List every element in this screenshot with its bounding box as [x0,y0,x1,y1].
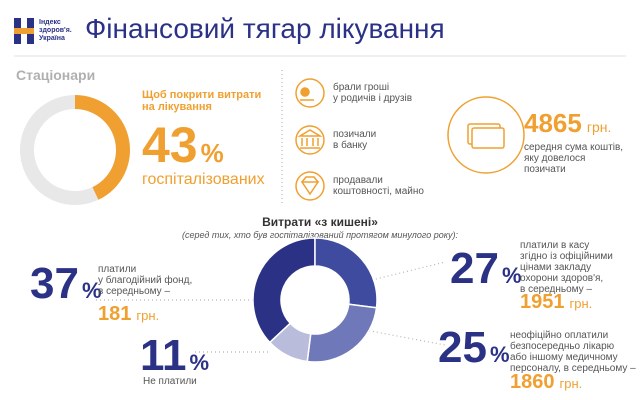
source-text: продавали [333,175,383,186]
logo-text: Україна [39,35,65,42]
section-subtitle: (серед тих, хто був госпіталізований про… [182,230,458,240]
segment-text: у благодійний фонд, [98,274,192,286]
hospital-percent: 43% [142,117,224,173]
amount-value: 1951 [520,291,565,313]
segment-text: цінами закладу [520,262,591,273]
amount-value: 4865 [524,108,582,138]
amount-value: 181 [98,303,131,325]
average-caption: позичати [524,164,566,175]
segment-percent: 27% [450,244,522,293]
segment-text: платили [98,264,136,275]
amount-currency: грн. [560,376,583,391]
wallet-icon [302,292,330,310]
donut-segment [75,94,130,200]
segment-text: Не платили [143,376,197,387]
page-title: Фінансовий тягар лікування [85,13,445,44]
segment-percent-unit: % [190,350,210,375]
segment-text: згідно із офіційними [520,250,613,262]
segment-text: персоналу, в середньому – [510,363,636,374]
hospital-percent-value: 43 [142,117,198,173]
donut-segment [268,322,312,363]
segment-percent: 37% [30,259,102,308]
segment-text: в середньому – [520,284,592,295]
source-text: у родичів і друзів [333,93,412,104]
subcaption: госпіталізованих [142,171,265,188]
segment-amount: 1951 грн. [520,291,592,313]
segment-percent-value: 25 [438,323,487,372]
source-text: коштовності, майно [333,186,424,197]
caption: на лікування [142,101,212,113]
segment-amount: 181 грн. [98,303,159,325]
segment-percent: 25% [438,323,510,372]
segment-percent-unit: % [502,263,522,288]
segment-percent-value: 37 [30,259,79,308]
amount-currency: грн. [136,308,159,323]
logo [14,18,34,44]
logo-text: здоров'я. [39,27,72,34]
source-text: позичали [333,129,376,140]
amount-currency: грн. [570,296,593,311]
logo-text: Індекс [39,19,61,26]
section-title: Витрати «з кишені» [262,215,378,229]
connectors [96,261,446,353]
donut-segment [306,303,378,363]
segment-amount: 1860 грн. [510,371,582,393]
segment-text: охорони здоров'я, [520,273,603,284]
section-title: Стаціонари [16,67,95,83]
segment-percent-value: 27 [450,244,499,293]
donut-segment [252,237,316,344]
amount-currency: грн. [587,119,612,135]
icons [295,78,525,201]
segment-text: безпосередньо лікарю [510,340,615,352]
segment-percent-unit: % [82,278,102,303]
segment-percent-value: 11 [140,331,187,380]
source-text: в банку [333,139,367,151]
segment-text: платили в касу [520,240,589,251]
segment-percent-unit: % [490,342,510,367]
average-caption: середня сума коштів, [524,142,623,153]
segment-text: неофіційно оплатили [510,329,608,341]
donut-segment [314,237,378,309]
segment-text: в середньому – [98,286,170,297]
segment-text: або іншому медичному [510,351,618,363]
segment-percent: 11% [140,331,209,380]
caption: Щоб покрити витрати [142,89,261,101]
amount-value: 1860 [510,371,555,393]
average-caption: яку довелося [524,153,585,164]
hospital-percent-unit: % [201,138,224,168]
source-text: брали гроші [333,81,389,93]
average-amount: 4865 грн. [524,108,611,138]
